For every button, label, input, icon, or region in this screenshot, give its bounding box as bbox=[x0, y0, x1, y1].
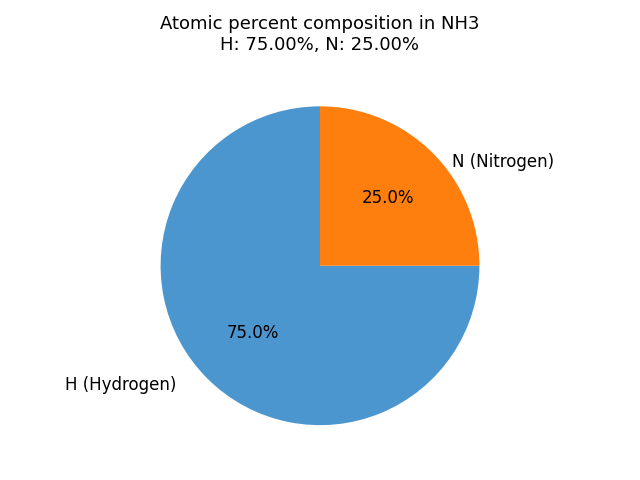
Text: 75.0%: 75.0% bbox=[226, 324, 278, 342]
Wedge shape bbox=[320, 106, 479, 266]
Text: 25.0%: 25.0% bbox=[362, 189, 414, 207]
Text: N (Nitrogen): N (Nitrogen) bbox=[452, 153, 554, 171]
Wedge shape bbox=[161, 106, 479, 425]
Text: H (Hydrogen): H (Hydrogen) bbox=[65, 376, 177, 394]
Title: Atomic percent composition in NH3
H: 75.00%, N: 25.00%: Atomic percent composition in NH3 H: 75.… bbox=[160, 15, 480, 54]
